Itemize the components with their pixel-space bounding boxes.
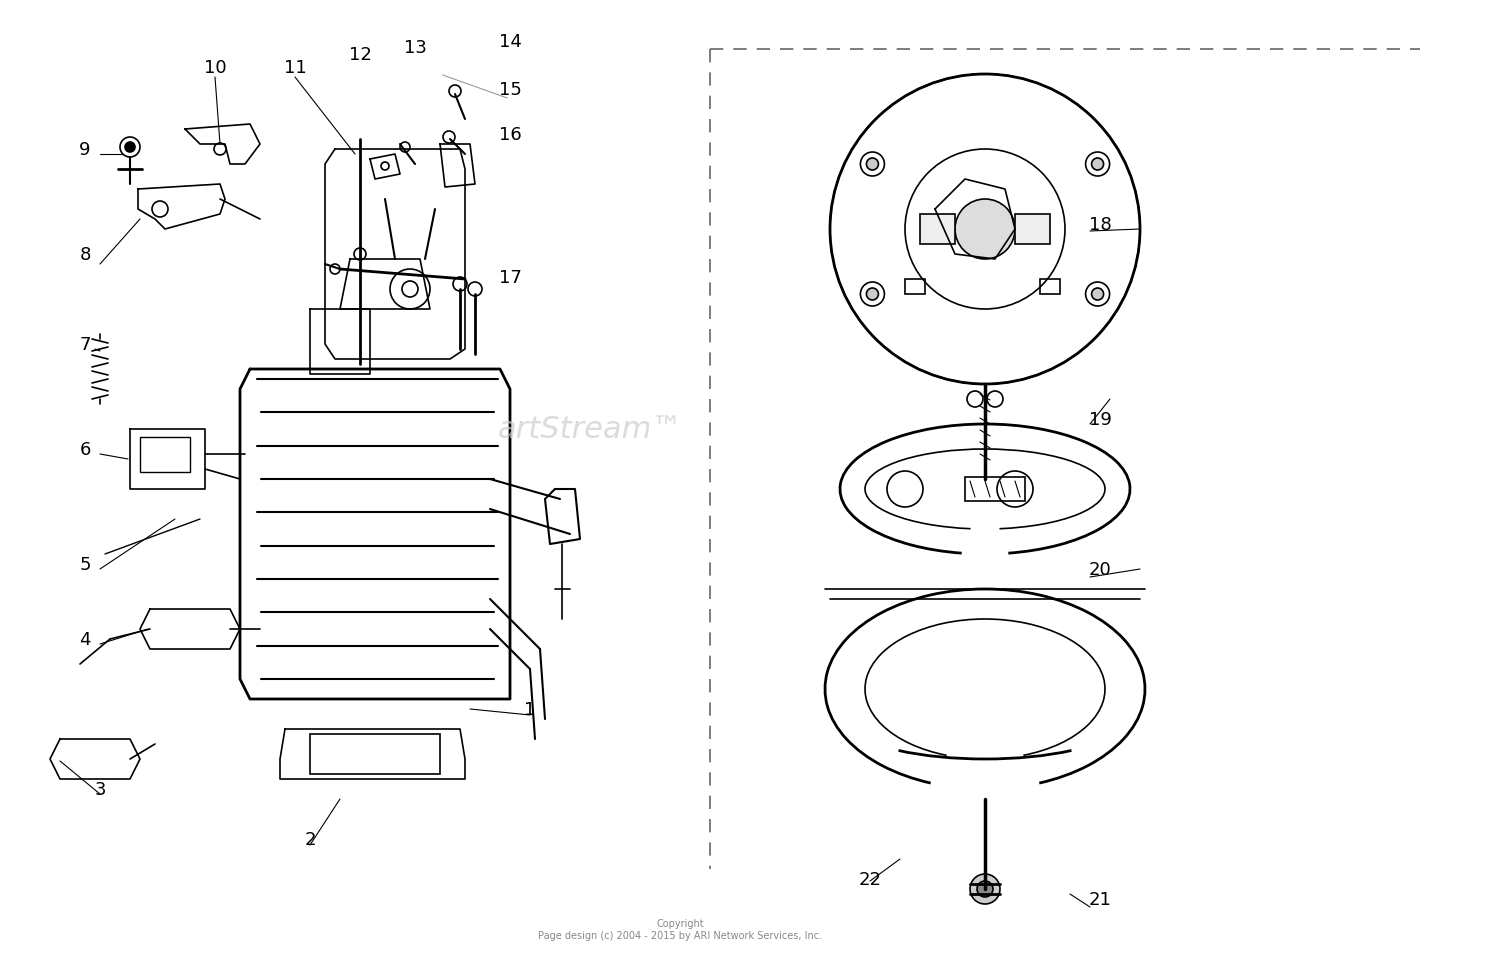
Bar <box>140 437 190 472</box>
Text: 22: 22 <box>858 870 882 888</box>
Text: 17: 17 <box>498 269 522 287</box>
Bar <box>1040 280 1060 294</box>
Text: 9: 9 <box>80 141 90 158</box>
Text: 18: 18 <box>1089 216 1112 234</box>
Text: 4: 4 <box>80 631 90 648</box>
Text: Copyright
Page design (c) 2004 - 2015 by ARI Network Services, Inc.: Copyright Page design (c) 2004 - 2015 by… <box>538 918 822 940</box>
Circle shape <box>970 874 1000 904</box>
Text: 15: 15 <box>498 81 522 99</box>
Text: 20: 20 <box>1089 560 1112 578</box>
Text: 1: 1 <box>525 700 536 718</box>
Bar <box>904 280 926 294</box>
Text: 19: 19 <box>1089 411 1112 428</box>
Circle shape <box>124 143 135 153</box>
Text: 7: 7 <box>80 335 90 354</box>
Circle shape <box>956 200 1016 260</box>
Text: 8: 8 <box>80 245 90 264</box>
Text: 10: 10 <box>204 59 226 77</box>
Text: 21: 21 <box>1089 890 1112 908</box>
Text: 5: 5 <box>80 556 90 573</box>
Bar <box>310 734 440 775</box>
Text: 6: 6 <box>80 440 90 459</box>
Text: 2: 2 <box>304 830 315 848</box>
Text: 3: 3 <box>94 780 105 798</box>
Text: 16: 16 <box>498 126 522 144</box>
Text: 13: 13 <box>404 39 426 57</box>
Bar <box>1016 215 1050 244</box>
Circle shape <box>1092 289 1104 300</box>
Text: 11: 11 <box>284 59 306 77</box>
Circle shape <box>976 881 993 897</box>
Bar <box>964 477 1024 502</box>
Circle shape <box>867 158 879 171</box>
Text: 14: 14 <box>498 33 522 51</box>
Text: 12: 12 <box>348 46 372 64</box>
Circle shape <box>1092 158 1104 171</box>
Circle shape <box>867 289 879 300</box>
Bar <box>920 215 956 244</box>
Text: artStream™: artStream™ <box>498 415 682 444</box>
